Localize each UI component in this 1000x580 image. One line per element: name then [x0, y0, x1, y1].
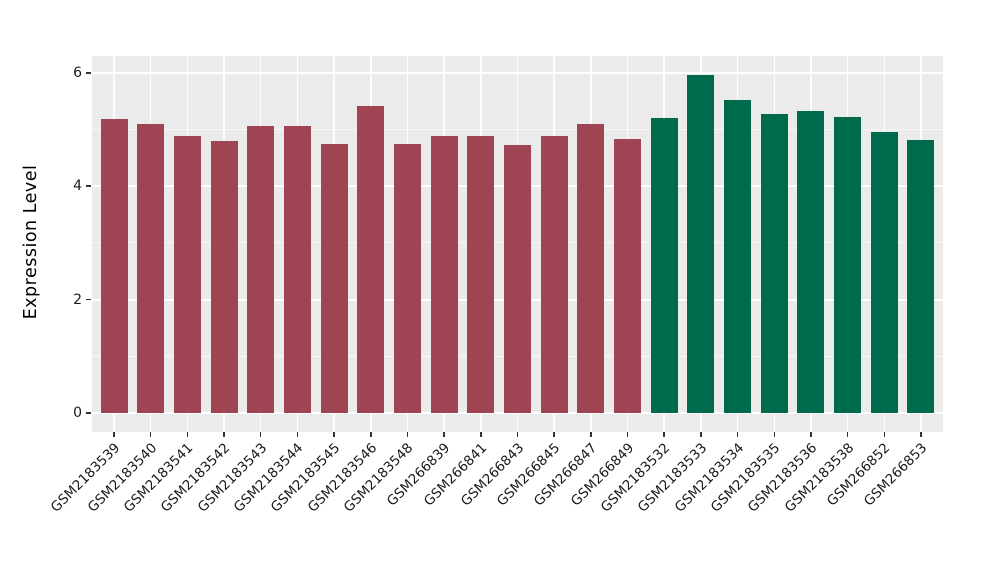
x-axis-tick: [700, 432, 702, 437]
y-axis-tick: [86, 72, 91, 74]
plot-panel: [92, 56, 943, 432]
bar-GSM266843: [504, 144, 531, 413]
x-axis-tick: [186, 432, 189, 437]
bar-GSM266852: [870, 132, 898, 413]
x-axis-tick: [773, 432, 776, 437]
x-axis-tick: [370, 432, 372, 437]
y-axis-tick-label: 4: [73, 178, 82, 195]
x-axis-tick: [406, 432, 409, 437]
x-axis-tick: [516, 432, 519, 437]
x-axis-tick: [149, 432, 152, 437]
y-axis-tick-label: 6: [73, 64, 82, 81]
bar-GSM2183534: [724, 100, 752, 413]
bar-GSM2183539: [100, 118, 128, 413]
x-axis-tick: [553, 432, 555, 437]
x-axis-tick: [113, 432, 115, 437]
bar-GSM2183541: [173, 136, 201, 413]
x-axis-tick: [296, 432, 299, 437]
x-axis-tick: [259, 432, 262, 437]
bar-GSM2183546: [357, 105, 385, 413]
bar-GSM2183542: [210, 141, 238, 413]
bar-GSM266845: [540, 136, 568, 413]
bar-GSM2183540: [137, 124, 165, 413]
x-axis-tick: [333, 432, 335, 437]
y-axis-tick-label: 0: [73, 405, 82, 421]
x-axis-tick: [626, 432, 629, 437]
x-axis-tick: [920, 432, 922, 437]
bar-GSM2183548: [393, 143, 421, 413]
x-axis-tick: [810, 432, 812, 437]
bar-GSM2183545: [320, 144, 348, 413]
bar-GSM266849: [614, 139, 642, 413]
y-axis-tick: [86, 298, 91, 301]
x-axis-tick: [736, 432, 739, 437]
bar-GSM2183538: [834, 117, 862, 413]
bar-GSM266841: [467, 135, 495, 413]
bar-GSM2183544: [283, 126, 311, 413]
x-axis-tick: [223, 432, 225, 437]
bar-GSM266839: [430, 136, 458, 413]
y-axis-tick: [86, 412, 91, 414]
bar-GSM2183532: [650, 117, 678, 413]
y-axis-tick: [86, 185, 91, 187]
y-axis-title: Expression Level: [21, 164, 41, 320]
bar-GSM2183533: [687, 74, 715, 413]
x-axis-tick: [590, 432, 592, 437]
bar-GSM2183535: [760, 113, 788, 413]
x-axis-tick: [443, 432, 445, 437]
x-axis-tick: [846, 432, 849, 437]
bar-GSM266853: [907, 139, 935, 413]
x-axis-tick: [480, 432, 482, 437]
x-axis-tick: [663, 432, 665, 437]
bar-GSM266847: [577, 124, 605, 413]
x-axis-tick: [883, 432, 886, 437]
y-axis-tick-label: 2: [73, 291, 82, 308]
bar-GSM2183536: [797, 111, 825, 413]
bar-GSM2183543: [247, 125, 275, 413]
